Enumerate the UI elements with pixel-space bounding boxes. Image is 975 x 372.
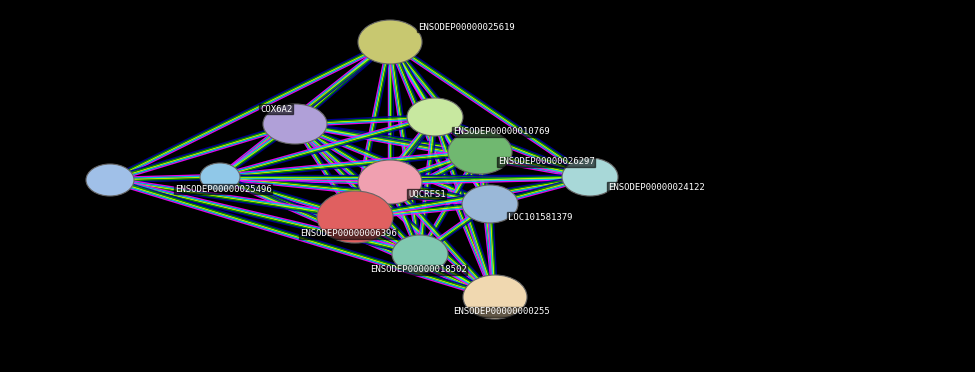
Text: ENSODEP00000025619: ENSODEP00000025619	[418, 22, 515, 32]
Text: LOC101581379: LOC101581379	[508, 212, 572, 221]
Text: ENSODEP00000024122: ENSODEP00000024122	[608, 183, 705, 192]
Text: ENSODEP00000025496: ENSODEP00000025496	[175, 185, 272, 193]
Text: UQCRFS1: UQCRFS1	[408, 189, 446, 199]
Text: COX6A2: COX6A2	[260, 105, 292, 113]
Text: ENSODEP00000018502: ENSODEP00000018502	[370, 266, 467, 275]
Ellipse shape	[407, 98, 463, 136]
Text: ENSODEP00000006396: ENSODEP00000006396	[300, 230, 397, 238]
Text: ENSODEP00000010769: ENSODEP00000010769	[453, 128, 550, 137]
Text: ENSODEP00000026297: ENSODEP00000026297	[498, 157, 595, 167]
Ellipse shape	[463, 275, 527, 319]
Text: ENSODEP00000000255: ENSODEP00000000255	[453, 308, 550, 317]
Ellipse shape	[392, 235, 448, 273]
Ellipse shape	[562, 158, 618, 196]
Ellipse shape	[317, 191, 393, 243]
Ellipse shape	[200, 163, 240, 191]
Ellipse shape	[462, 185, 518, 223]
Ellipse shape	[448, 130, 512, 174]
Ellipse shape	[358, 20, 422, 64]
Ellipse shape	[263, 104, 327, 144]
Ellipse shape	[86, 164, 134, 196]
Ellipse shape	[358, 160, 422, 204]
